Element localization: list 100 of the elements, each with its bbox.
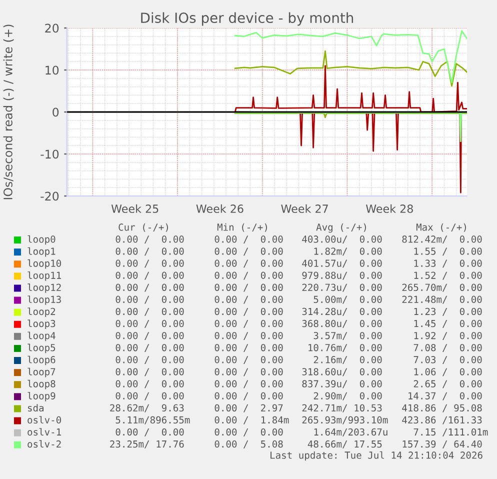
legend-label: loop13	[28, 296, 61, 305]
text: 157.39 / 64.40	[402, 440, 482, 448]
text: 314.28u/ 0.00	[302, 308, 382, 316]
text: Cur (-/+)	[118, 223, 168, 232]
text: 0.00 / 0.00	[214, 308, 283, 316]
text: 221.48m/ 0.00	[402, 296, 482, 304]
text: Max (-/+)	[416, 223, 466, 232]
text: 0.00 / 0.00	[214, 260, 283, 268]
text: 0.00 / 0.00	[116, 236, 184, 244]
text: 2.90m/ 0.00	[314, 392, 382, 400]
text: 242.71m/ 10.53	[302, 404, 382, 412]
text: 265.93m/993.10m	[302, 416, 388, 424]
legend-label: loop1	[28, 247, 56, 257]
legend-label: loop3	[28, 320, 56, 330]
legend-label: loop8	[28, 380, 56, 390]
text: 318.60u/ 0.00	[302, 368, 382, 376]
text: 0.00 / 0.00	[214, 356, 283, 364]
text: 368.80u/ 0.00	[302, 320, 382, 328]
text: 0.00 / 0.00	[116, 428, 184, 436]
text: 0.00 / 0.00	[214, 380, 283, 388]
text: Min (-/+)	[217, 223, 267, 232]
legend-label: oslv-1	[28, 428, 61, 436]
text: 0.00 / 0.00	[214, 296, 283, 304]
legend-label: loop9	[28, 392, 56, 402]
text: 7.15 /111.01m	[414, 428, 488, 436]
legend-label: loop6	[28, 356, 56, 366]
chart-title: Disk IOs per device - by month	[141, 12, 354, 26]
text: 0.00 / 2.97	[214, 404, 283, 412]
text: 423.86 /161.33	[402, 416, 482, 424]
text: 0.00 / 0.00	[116, 260, 184, 268]
text: 1.82m/ 0.00	[314, 248, 382, 256]
text: 1.06 / 0.00	[414, 368, 482, 376]
text: 0.00 / 0.00	[116, 344, 184, 352]
text: 3.57m/ 0.00	[314, 332, 382, 340]
text: 1.45 / 0.00	[414, 320, 482, 328]
text: 7.08 / 0.00	[414, 344, 482, 352]
legend-label: loop11	[28, 271, 61, 281]
text: 0.00 / 0.00	[116, 392, 184, 400]
text: 979.88u/ 0.00	[302, 272, 382, 280]
y-tick-label: 10	[46, 66, 59, 75]
legend-label: sda	[28, 404, 44, 412]
legend-label: loop12	[28, 284, 61, 293]
text: 5.11m/896.55m	[116, 416, 190, 424]
legend-label: loop4	[28, 332, 56, 342]
legend-label: loop5	[28, 344, 56, 354]
text: 14.37 / 0.00	[408, 392, 482, 400]
text: 23.25m/ 17.76	[110, 440, 184, 448]
text: 2.65 / 0.00	[414, 380, 482, 388]
text: 0.00 / 0.00	[214, 236, 283, 244]
text: 0.00 / 0.00	[116, 248, 184, 256]
y-tick-label: -10	[40, 150, 59, 159]
legend-label: loop10	[28, 259, 61, 269]
text: 0.00 / 0.00	[116, 284, 184, 292]
y-tick-label: 0	[52, 108, 59, 117]
text: 0.00 / 0.00	[214, 332, 283, 340]
legend-label: oslv-0	[28, 416, 61, 424]
text: 1.33 / 0.00	[414, 260, 482, 268]
text: 0.00 / 0.00	[116, 272, 184, 280]
text: 1.23 / 0.00	[414, 308, 482, 316]
text: 0.00 / 0.00	[116, 308, 184, 316]
text: 401.57u/ 0.00	[302, 260, 382, 268]
text: 0.00 / 0.00	[214, 284, 283, 292]
text: 0.00 / 1.84m	[214, 416, 289, 424]
text: 0.00 / 0.00	[214, 428, 283, 436]
text: 0.00 / 0.00	[214, 344, 283, 352]
text: 418.86 / 95.08	[402, 404, 482, 412]
text: 7.03 / 0.00	[414, 356, 482, 364]
text: 812.42m/ 0.00	[402, 236, 482, 244]
text: 0.00 / 0.00	[116, 356, 184, 364]
text: 837.39u/ 0.00	[302, 380, 382, 388]
x-tick-label: Week 26	[196, 204, 244, 213]
legend-label: loop0	[28, 235, 56, 245]
text: 0.00 / 0.00	[116, 296, 184, 304]
text: 0.00 / 0.00	[214, 320, 283, 328]
text: 265.70m/ 0.00	[402, 284, 482, 292]
x-tick-label: Week 28	[366, 204, 413, 213]
legend-label: oslv-2	[28, 440, 61, 448]
text: 28.62m/ 9.63	[110, 404, 184, 412]
text: 0.00 / 0.00	[116, 320, 184, 328]
text: 403.00u/ 0.00	[302, 236, 382, 244]
text: 0.00 / 0.00	[214, 248, 283, 256]
y-tick-label: 20	[45, 24, 59, 33]
y-tick-label: -20	[40, 192, 59, 201]
x-tick-label: Week 27	[281, 204, 328, 213]
legend-label: loop2	[28, 308, 56, 317]
text: 10.76m/ 0.00	[308, 344, 382, 352]
text: 1.55 / 0.00	[414, 248, 482, 256]
text: 220.73u/ 0.00	[302, 284, 382, 292]
text: 0.00 / 0.00	[116, 380, 184, 388]
text: 48.66m/ 17.55	[308, 440, 382, 448]
text: Last update: Tue Jul 14 21:10:04 2026	[270, 451, 482, 461]
x-tick-label: Week 25	[111, 204, 158, 213]
text: 0.00 / 0.00	[214, 392, 283, 400]
text: Avg (-/+)	[316, 223, 366, 233]
text: 0.00 / 0.00	[214, 272, 283, 280]
text: 1.52 / 0.00	[414, 272, 482, 280]
text: 0.00 / 0.00	[116, 368, 184, 376]
text: 2.16m/ 0.00	[314, 356, 382, 364]
text: 5.00m/ 0.00	[314, 296, 382, 304]
text: 1.92 / 0.00	[414, 332, 482, 340]
